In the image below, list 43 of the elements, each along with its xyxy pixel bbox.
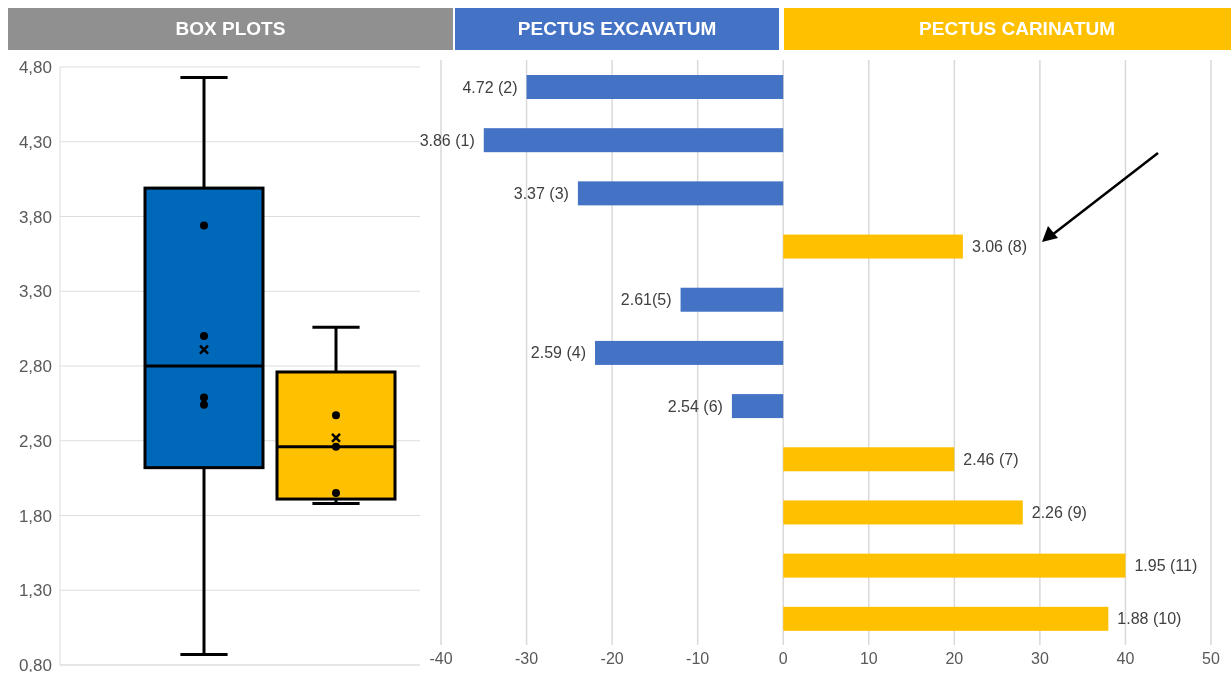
x-tick-label: -30: [514, 650, 539, 668]
y-tick-label: 2.61(5): [620, 291, 672, 309]
x-tick-label: 30: [1030, 650, 1049, 668]
y-tick-label: 2,30: [18, 431, 52, 451]
x-tick-label: -20: [600, 650, 624, 668]
x-tick-label: 10: [859, 650, 878, 668]
x-tick-label: -40: [429, 650, 453, 668]
y-tick-label: 4,80: [18, 58, 52, 78]
y-tick-label: 1,80: [18, 506, 52, 526]
y-tick-label: 2.46 (7): [963, 450, 1019, 468]
y-tick-label: 2.26 (9): [1031, 503, 1087, 521]
y-tick-label: 3.86 (1): [419, 131, 475, 149]
y-tick-label: 4,30: [18, 132, 52, 152]
y-tick-label: 3.06 (8): [971, 238, 1028, 256]
bar: [783, 606, 1109, 631]
bar: [483, 128, 784, 153]
x-tick-label: 50: [1202, 650, 1220, 668]
x-tick-label: 40: [1116, 650, 1135, 668]
bar: [783, 234, 963, 259]
y-tick-label: 1.95 (11): [1134, 557, 1198, 575]
bar: [731, 394, 784, 419]
bar: [526, 75, 784, 99]
bar: [783, 500, 1023, 525]
y-tick-label: 3,30: [18, 282, 52, 302]
y-tick-label: 2.59 (4): [530, 344, 586, 362]
x-tick-label: 0: [778, 650, 788, 668]
y-tick-label: 3.37 (3): [513, 184, 569, 202]
x-tick-label: -10: [686, 650, 710, 668]
y-tick-label: 4.72 (2): [462, 78, 518, 96]
y-tick-label: 1,30: [18, 581, 52, 601]
text: PECTUS CARINATUM: [784, 8, 1231, 50]
y-tick-label: 3,80: [18, 207, 52, 227]
chart-title: BOX PLOTS: [8, 8, 453, 50]
bar: [577, 181, 784, 206]
bar: [680, 287, 784, 312]
series-label: PECTUS EXCAVATUM: [455, 8, 780, 50]
x-tick-label: 20: [945, 650, 964, 668]
bar: [595, 340, 784, 365]
bar: [783, 553, 1126, 578]
y-tick-label: 1.88 (10): [1117, 610, 1182, 628]
y-tick-label: 2.54 (6): [667, 397, 723, 415]
y-tick-label: 2,80: [18, 357, 52, 377]
bar: [783, 447, 955, 472]
